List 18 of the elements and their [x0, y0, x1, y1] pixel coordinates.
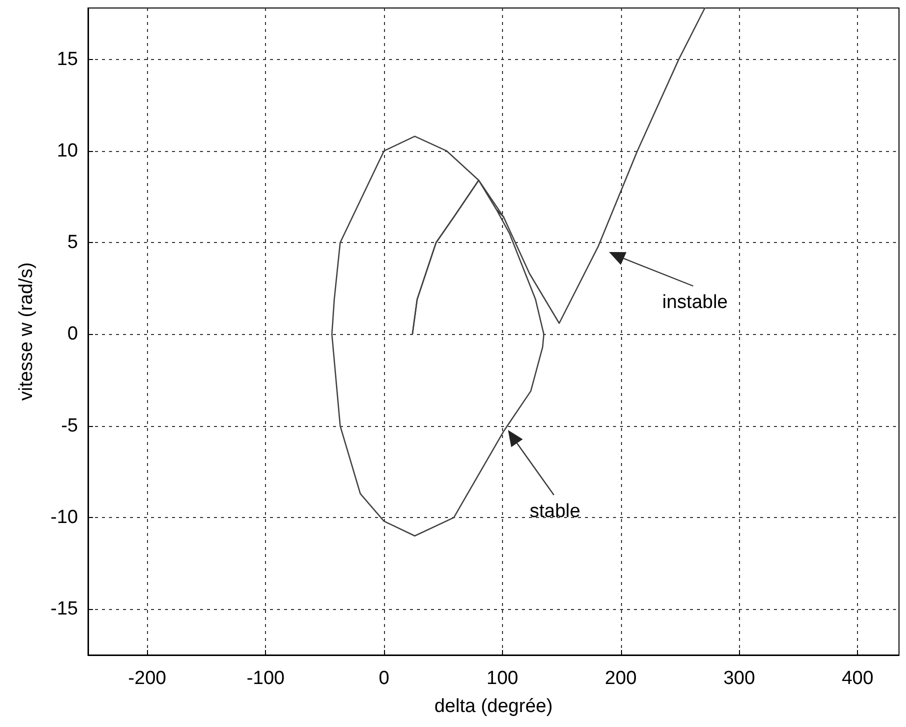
x-tick-label: 400 [842, 668, 874, 689]
annotation: instable [662, 292, 728, 313]
x-axis-title: delta (degrée) [434, 696, 553, 717]
x-tick-label: 100 [486, 668, 518, 689]
annotation: stable [530, 501, 580, 522]
x-tick-label: 200 [604, 668, 637, 689]
y-tick-label: 0 [67, 324, 78, 345]
y-axis-title: vitesse w (rad/s) [16, 262, 37, 401]
y-tick-label: 15 [56, 48, 78, 70]
y-tick-label: 5 [67, 232, 78, 254]
x-tick-label: -200 [128, 668, 166, 689]
y-tick-label: 10 [56, 140, 78, 162]
y-tick-label: -10 [50, 507, 78, 528]
x-tick-label: 0 [378, 668, 390, 689]
x-tick-label: 300 [723, 668, 756, 689]
y-tick-label: -15 [50, 598, 78, 620]
y-tick-label: -5 [61, 415, 78, 436]
x-tick-label: -100 [246, 668, 285, 689]
